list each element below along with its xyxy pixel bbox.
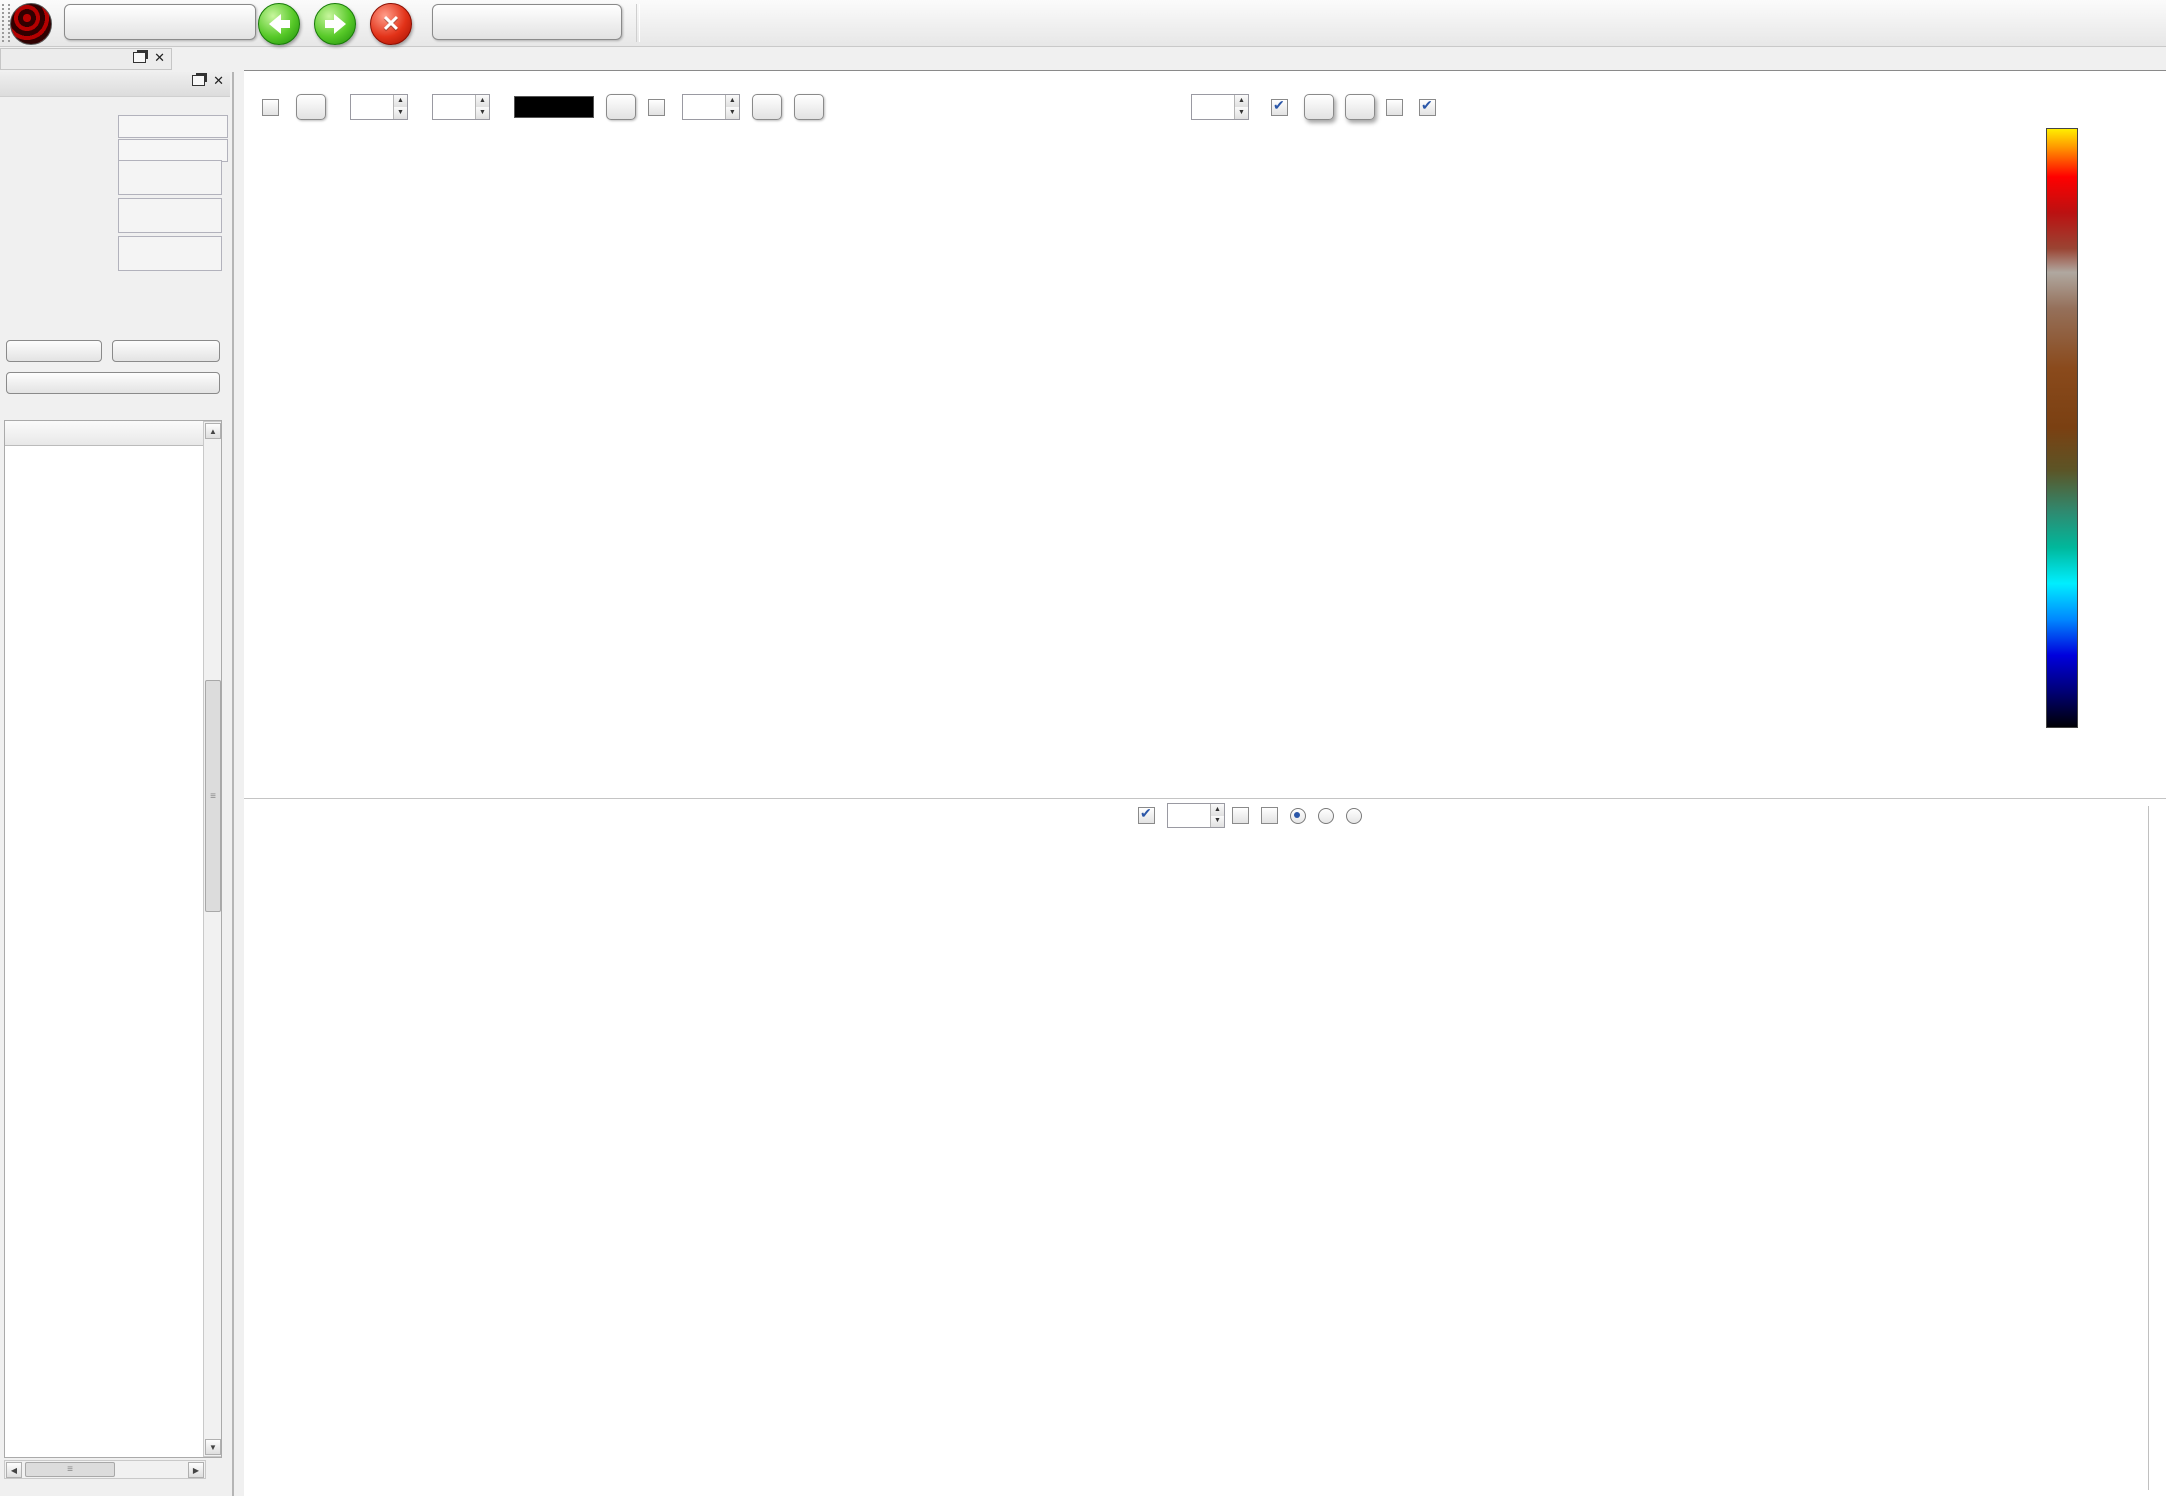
roc-field[interactable] <box>118 139 228 162</box>
ruler-checkbox[interactable] <box>1385 98 1403 116</box>
zernike-vscrollbar[interactable]: ▲ ▼ ≡ <box>203 421 221 1457</box>
toolbar-separator <box>636 4 640 42</box>
best-fit-conic-value <box>118 236 222 271</box>
close-icon[interactable]: ✕ <box>213 73 224 88</box>
histogram-button[interactable] <box>1344 94 1375 120</box>
diameter-field[interactable] <box>118 115 228 138</box>
save-image-button[interactable] <box>751 94 782 120</box>
profile-rotation-compass[interactable] <box>325 797 391 863</box>
delete-wavefront-button[interactable]: ✕ <box>370 3 412 45</box>
results-content <box>244 70 2166 1496</box>
rms-label <box>0 165 112 182</box>
profile-controls: ▲▼ <box>1138 803 1367 828</box>
zernike-table: ▲ ▼ ≡ <box>4 420 222 1458</box>
strehl-value <box>118 198 222 233</box>
scroll-thumb[interactable]: ≡ <box>25 1462 115 1477</box>
scroll-right-arrow[interactable]: ▶ <box>188 1462 204 1478</box>
link-to-profile-checkbox[interactable] <box>1418 97 1436 116</box>
metrics-panel: ✕ <box>0 72 234 1496</box>
waves-color-swatch[interactable] <box>513 96 594 118</box>
spin-checkbox[interactable] <box>647 98 665 116</box>
recompute-button[interactable] <box>6 340 102 362</box>
toolbar-handle[interactable] <box>2 4 10 42</box>
left-arrow-icon <box>268 14 290 34</box>
metrics-titlebar: ✕ <box>0 72 230 97</box>
all-wavefronts-radio[interactable] <box>1345 807 1362 824</box>
scroll-up-arrow[interactable]: ▲ <box>205 423 221 439</box>
splitter-horizontal[interactable] <box>244 798 2166 799</box>
show-all-wavefronts-button[interactable] <box>1303 94 1334 120</box>
slope-threshold-combo[interactable]: ▲ ▼ <box>1167 803 1225 828</box>
enable-spherical-only-button[interactable] <box>6 372 220 394</box>
contour-every-spinbox[interactable]: ▲ ▼ <box>1191 94 1249 120</box>
right-arrow-icon <box>324 14 346 34</box>
float-window-icon[interactable] <box>133 52 147 63</box>
scroll-left-arrow[interactable]: ◀ <box>6 1462 22 1478</box>
one-diameter-radio[interactable] <box>1289 807 1306 824</box>
backwall-scale-spinbox[interactable]: ▲ ▼ <box>431 94 490 120</box>
fill-contour-checkbox[interactable] <box>1270 97 1288 116</box>
sixteen-diameters-radio[interactable] <box>1317 807 1334 824</box>
main-toolbar: ✕ <box>0 0 2166 47</box>
colorbar <box>2046 128 2078 728</box>
read-wavefronts-button[interactable] <box>64 4 256 40</box>
show-slope-checkbox[interactable] <box>1138 805 1155 824</box>
spin-rate-spinbox[interactable]: ▲ ▼ <box>681 94 740 120</box>
surface-error-checkbox[interactable] <box>1260 807 1278 824</box>
profile-chart[interactable] <box>250 835 2162 1495</box>
vertical-scale-spinbox[interactable]: ▲ ▼ <box>350 94 408 120</box>
wavefront-3d-plot[interactable] <box>260 120 1138 772</box>
interferogram-logo-icon <box>10 3 52 45</box>
scroll-thumb[interactable]: ≡ <box>205 680 221 912</box>
lighting-button[interactable] <box>296 94 326 120</box>
dock-titlebar-empty: ✕ <box>0 48 172 70</box>
zernike-table-header[interactable] <box>5 421 203 446</box>
float-window-icon[interactable] <box>192 75 206 86</box>
rms-value <box>118 160 222 195</box>
scroll-down-arrow[interactable]: ▼ <box>205 1439 221 1455</box>
save-video-button[interactable] <box>793 94 824 120</box>
next-wavefront-button[interactable] <box>314 3 356 45</box>
disable-all-button[interactable] <box>112 340 220 362</box>
x-icon: ✕ <box>381 11 401 36</box>
wavefront-contour-plot[interactable] <box>1172 120 2048 780</box>
previous-wavefront-button[interactable] <box>258 3 300 45</box>
show-in-nanometers-checkbox[interactable] <box>1231 807 1249 824</box>
subtract-wavefront-button[interactable] <box>432 4 622 40</box>
close-icon[interactable]: ✕ <box>154 50 165 65</box>
plot3d-controls: ▲ ▼ ▲ ▼ ▲ ▼ <box>262 94 824 120</box>
show-all-button[interactable] <box>605 94 636 120</box>
fill-checkbox[interactable] <box>262 98 279 116</box>
colorbar-scale <box>2078 128 2138 726</box>
conic-label <box>0 240 74 257</box>
panel-edge <box>2148 806 2149 1490</box>
contour-controls: ▲ ▼ <box>1180 94 1441 120</box>
zernike-hscrollbar[interactable]: ◀ ▶ ≡ <box>4 1460 206 1479</box>
